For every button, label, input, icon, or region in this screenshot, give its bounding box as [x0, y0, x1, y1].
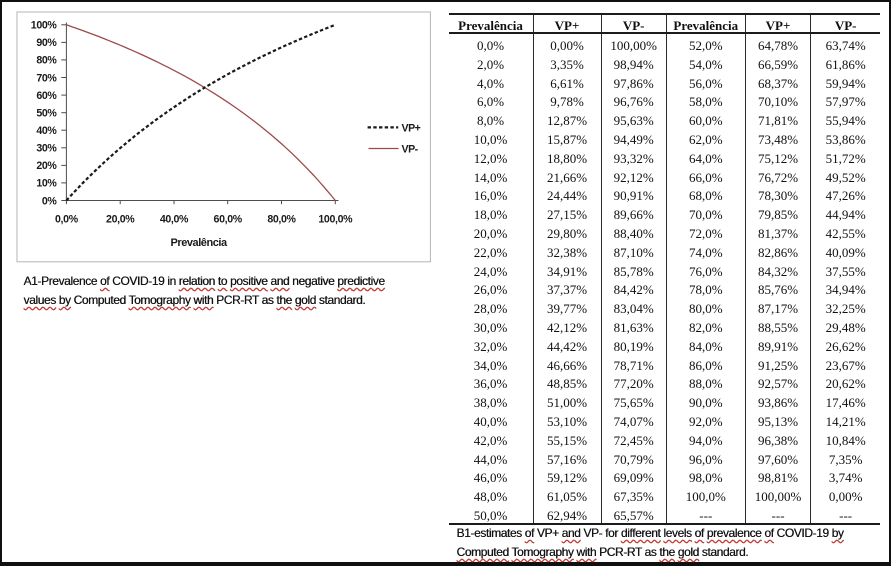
- svg-text:0%: 0%: [42, 195, 58, 207]
- svg-text:60%: 60%: [36, 90, 57, 102]
- svg-text:Prevalência: Prevalência: [170, 237, 228, 249]
- svg-text:20,0%: 20,0%: [106, 214, 135, 226]
- svg-text:40,0%: 40,0%: [160, 214, 189, 226]
- svg-text:30%: 30%: [36, 143, 57, 155]
- svg-text:100%: 100%: [31, 20, 58, 32]
- svg-text:80,0%: 80,0%: [267, 214, 296, 226]
- svg-text:70%: 70%: [36, 72, 57, 84]
- svg-text:0,0%: 0,0%: [55, 214, 79, 226]
- svg-text:80%: 80%: [36, 55, 57, 67]
- svg-text:VP+: VP+: [402, 122, 421, 134]
- svg-text:100,0%: 100,0%: [318, 214, 353, 226]
- svg-text:20%: 20%: [36, 160, 57, 172]
- svg-text:40%: 40%: [36, 125, 57, 137]
- svg-text:10%: 10%: [36, 178, 57, 190]
- svg-text:VP-: VP-: [402, 143, 419, 155]
- svg-text:60,0%: 60,0%: [214, 214, 243, 226]
- svg-text:50%: 50%: [36, 108, 57, 120]
- svg-text:90%: 90%: [36, 37, 57, 49]
